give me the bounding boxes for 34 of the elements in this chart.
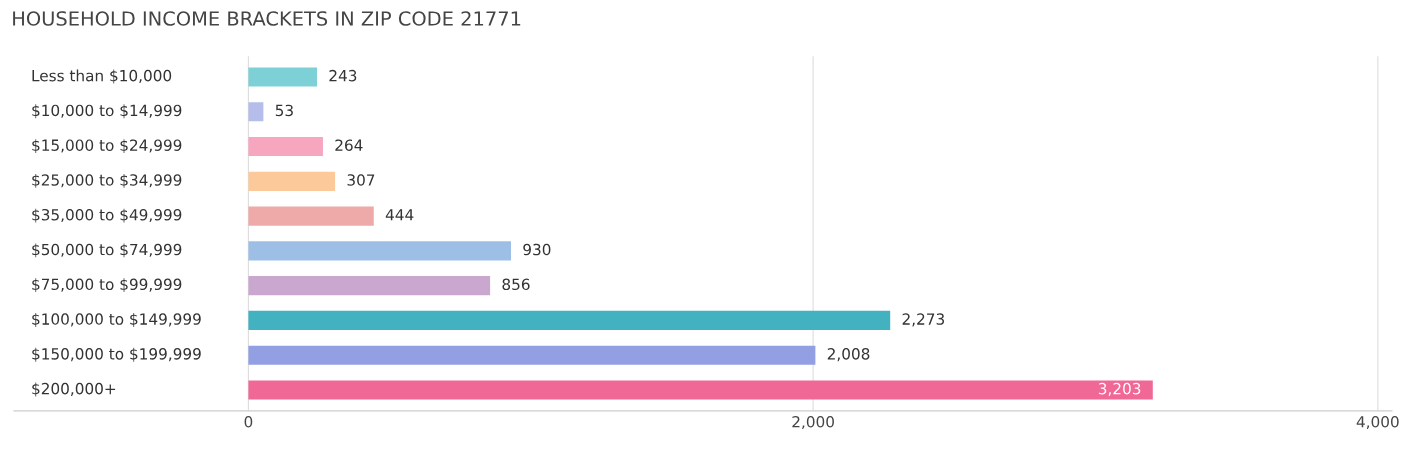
- x-tick-label: 2,000: [792, 415, 834, 430]
- data-label: 3,203: [1098, 382, 1141, 396]
- y-tick-label: $100,000 to $149,999: [32, 313, 201, 327]
- bar: [248, 241, 511, 261]
- data-label: 53: [275, 104, 293, 117]
- bar: [248, 206, 374, 226]
- y-tick-label: $25,000 to $34,999: [32, 173, 182, 188]
- data-label: 2,008: [827, 348, 870, 362]
- y-tick-label: Less than $10,000: [32, 69, 172, 84]
- x-tick-label: 0: [244, 415, 253, 428]
- bar: [248, 136, 323, 157]
- y-tick-label: $35,000 to $49,999: [32, 208, 182, 223]
- data-label: 856: [502, 278, 530, 291]
- bar: [248, 102, 264, 122]
- data-label: 307: [347, 174, 375, 186]
- y-tick-label: $200,000+: [32, 382, 116, 397]
- chart-title: HOUSEHOLD INCOME BRACKETS IN ZIP CODE 21771: [13, 11, 521, 26]
- y-tick-label: $50,000 to $74,999: [32, 243, 182, 258]
- data-label: 264: [335, 139, 363, 151]
- y-tick-label: $10,000 to $14,999: [32, 104, 182, 119]
- y-tick-label: $150,000 to $199,999: [32, 347, 201, 362]
- bar: [248, 380, 1153, 400]
- x-tick-label: 4,000: [1356, 415, 1399, 430]
- y-tick-label: $15,000 to $24,999: [32, 139, 182, 153]
- data-label: 2,273: [902, 313, 945, 327]
- y-tick-label: $75,000 to $99,999: [32, 278, 182, 293]
- data-label: 444: [385, 209, 414, 221]
- bar: [248, 171, 336, 191]
- bar: [248, 67, 318, 87]
- bar: [248, 345, 816, 365]
- bar: [248, 310, 891, 330]
- data-label: 243: [329, 69, 357, 82]
- data-label: 930: [523, 243, 551, 256]
- bar: [248, 276, 491, 296]
